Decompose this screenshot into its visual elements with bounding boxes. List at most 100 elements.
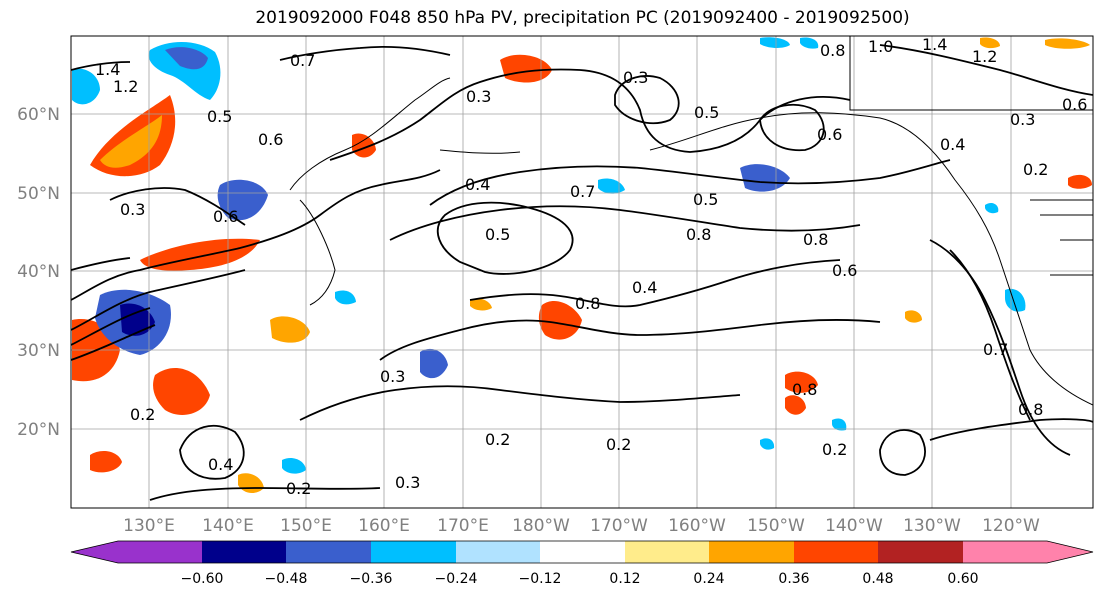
latitude-labels: 60°N 50°N 40°N 30°N 20°N (17, 105, 60, 440)
lon-label: 130°E (123, 516, 175, 536)
precip-patch (1068, 174, 1092, 189)
colorbar-tick-label: 0.24 (693, 571, 724, 587)
contour-label: 0.6 (258, 130, 283, 149)
precip-patch (760, 438, 775, 450)
contour-label: 0.4 (940, 135, 965, 154)
precip-patch (800, 37, 819, 49)
colorbar-tick-label: 0.48 (862, 571, 893, 587)
contour-label: 0.3 (380, 367, 405, 386)
pv-contours (71, 44, 1093, 501)
colorbar-segment (1047, 541, 1093, 563)
contour-label: 0.2 (130, 405, 155, 424)
contour-label: 0.5 (694, 103, 719, 122)
colorbar-segment (202, 541, 286, 563)
contour-label: 0.3 (1010, 110, 1035, 129)
contour-label: 0.8 (1018, 400, 1043, 419)
colorbar-segment (456, 541, 540, 563)
colorbar-tick-label: 0.60 (947, 571, 978, 587)
lon-label: 140°W (825, 516, 883, 536)
colorbar-segment (371, 541, 456, 563)
contour-label: 0.7 (290, 51, 315, 70)
lon-label: 140°E (202, 516, 254, 536)
contour-label: 0.2 (1023, 160, 1048, 179)
contour-label: 0.2 (822, 440, 847, 459)
precip-patch (270, 316, 310, 343)
precip-patch (1005, 288, 1026, 312)
figure-title: 2019092000 F048 850 hPa PV, precipitatio… (255, 8, 910, 28)
colorbar-tick-label: 0.36 (778, 571, 809, 587)
precip-patch (100, 115, 162, 168)
precip-patch (785, 371, 818, 393)
colorbar-outline (70, 540, 1094, 564)
contour-label: 1.4 (95, 60, 120, 79)
contour-label: 0.6 (1062, 95, 1087, 114)
precip-patch (985, 202, 999, 214)
precip-patch (832, 418, 847, 431)
colorbar-tick-label: −0.12 (519, 571, 562, 587)
contour-label: 0.2 (485, 430, 510, 449)
longitude-labels: 130°E 140°E 150°E 160°E 170°E 180°W 170°… (123, 516, 1040, 536)
lat-label: 40°N (17, 262, 60, 282)
precip-patch (980, 37, 1000, 49)
precip-patch (500, 54, 552, 83)
contour-label: 0.2 (286, 479, 311, 498)
precip-patch (905, 310, 922, 323)
lat-label: 20°N (17, 420, 60, 440)
contour-label: 0.3 (466, 87, 491, 106)
contour-label: 0.4 (465, 175, 490, 194)
colorbar-segment (540, 541, 625, 563)
precip-patch (420, 348, 448, 379)
contour-label: 0.8 (575, 294, 600, 313)
contour-label: 1.2 (972, 47, 997, 66)
contour-label: 1.2 (113, 77, 138, 96)
precip-patch (217, 179, 268, 221)
colorbar-tick-label: 0.12 (609, 571, 640, 587)
contour-label: 0.8 (803, 230, 828, 249)
colorbar-segment (794, 541, 878, 563)
lon-label: 180°W (512, 516, 570, 536)
colorbar-segment (709, 541, 794, 563)
colorbar-tick-label: −0.60 (181, 571, 224, 587)
contour-label: 0.3 (120, 200, 145, 219)
gridlines (71, 36, 1093, 508)
contour-label: 0.5 (485, 225, 510, 244)
map-content (71, 36, 1093, 508)
lon-label: 150°W (747, 516, 805, 536)
lon-label: 130°W (903, 516, 961, 536)
contour-label: 0.6 (213, 207, 238, 226)
contour-label: 0.4 (632, 278, 657, 297)
lon-label: 170°E (437, 516, 489, 536)
lon-label: 170°W (590, 516, 648, 536)
lat-label: 30°N (17, 341, 60, 361)
lat-label: 50°N (17, 184, 60, 204)
precip-patch (538, 300, 582, 340)
contour-label: 0.3 (623, 68, 648, 87)
colorbar-segment (71, 541, 118, 563)
colorbar-segment (963, 541, 1047, 563)
contour-label: 1.4 (922, 35, 947, 54)
map-frame (70, 35, 1094, 509)
precip-patch (470, 298, 492, 311)
coastlines (289, 36, 1093, 406)
colorbar-segment (118, 541, 202, 563)
contour-label: 0.8 (686, 225, 711, 244)
contour-label: 0.4 (208, 455, 233, 474)
lon-label: 120°W (982, 516, 1040, 536)
contour-label: 0.2 (606, 435, 631, 454)
colorbar-segment (625, 541, 709, 563)
precip-patch (598, 178, 625, 194)
lon-label: 150°E (280, 516, 332, 536)
colorbar-tick-label: −0.24 (435, 571, 478, 587)
colorbar-segment (286, 541, 371, 563)
contour-label: 0.7 (570, 182, 595, 201)
precip-patch (165, 47, 208, 70)
precip-patch (740, 164, 790, 192)
precip-patch (1045, 38, 1090, 49)
lon-label: 160°E (358, 516, 410, 536)
precip-patches (72, 37, 1092, 494)
precip-patch (90, 450, 122, 473)
precip-patch (153, 367, 210, 415)
precip-patch (72, 68, 100, 105)
colorbar-segment (878, 541, 963, 563)
